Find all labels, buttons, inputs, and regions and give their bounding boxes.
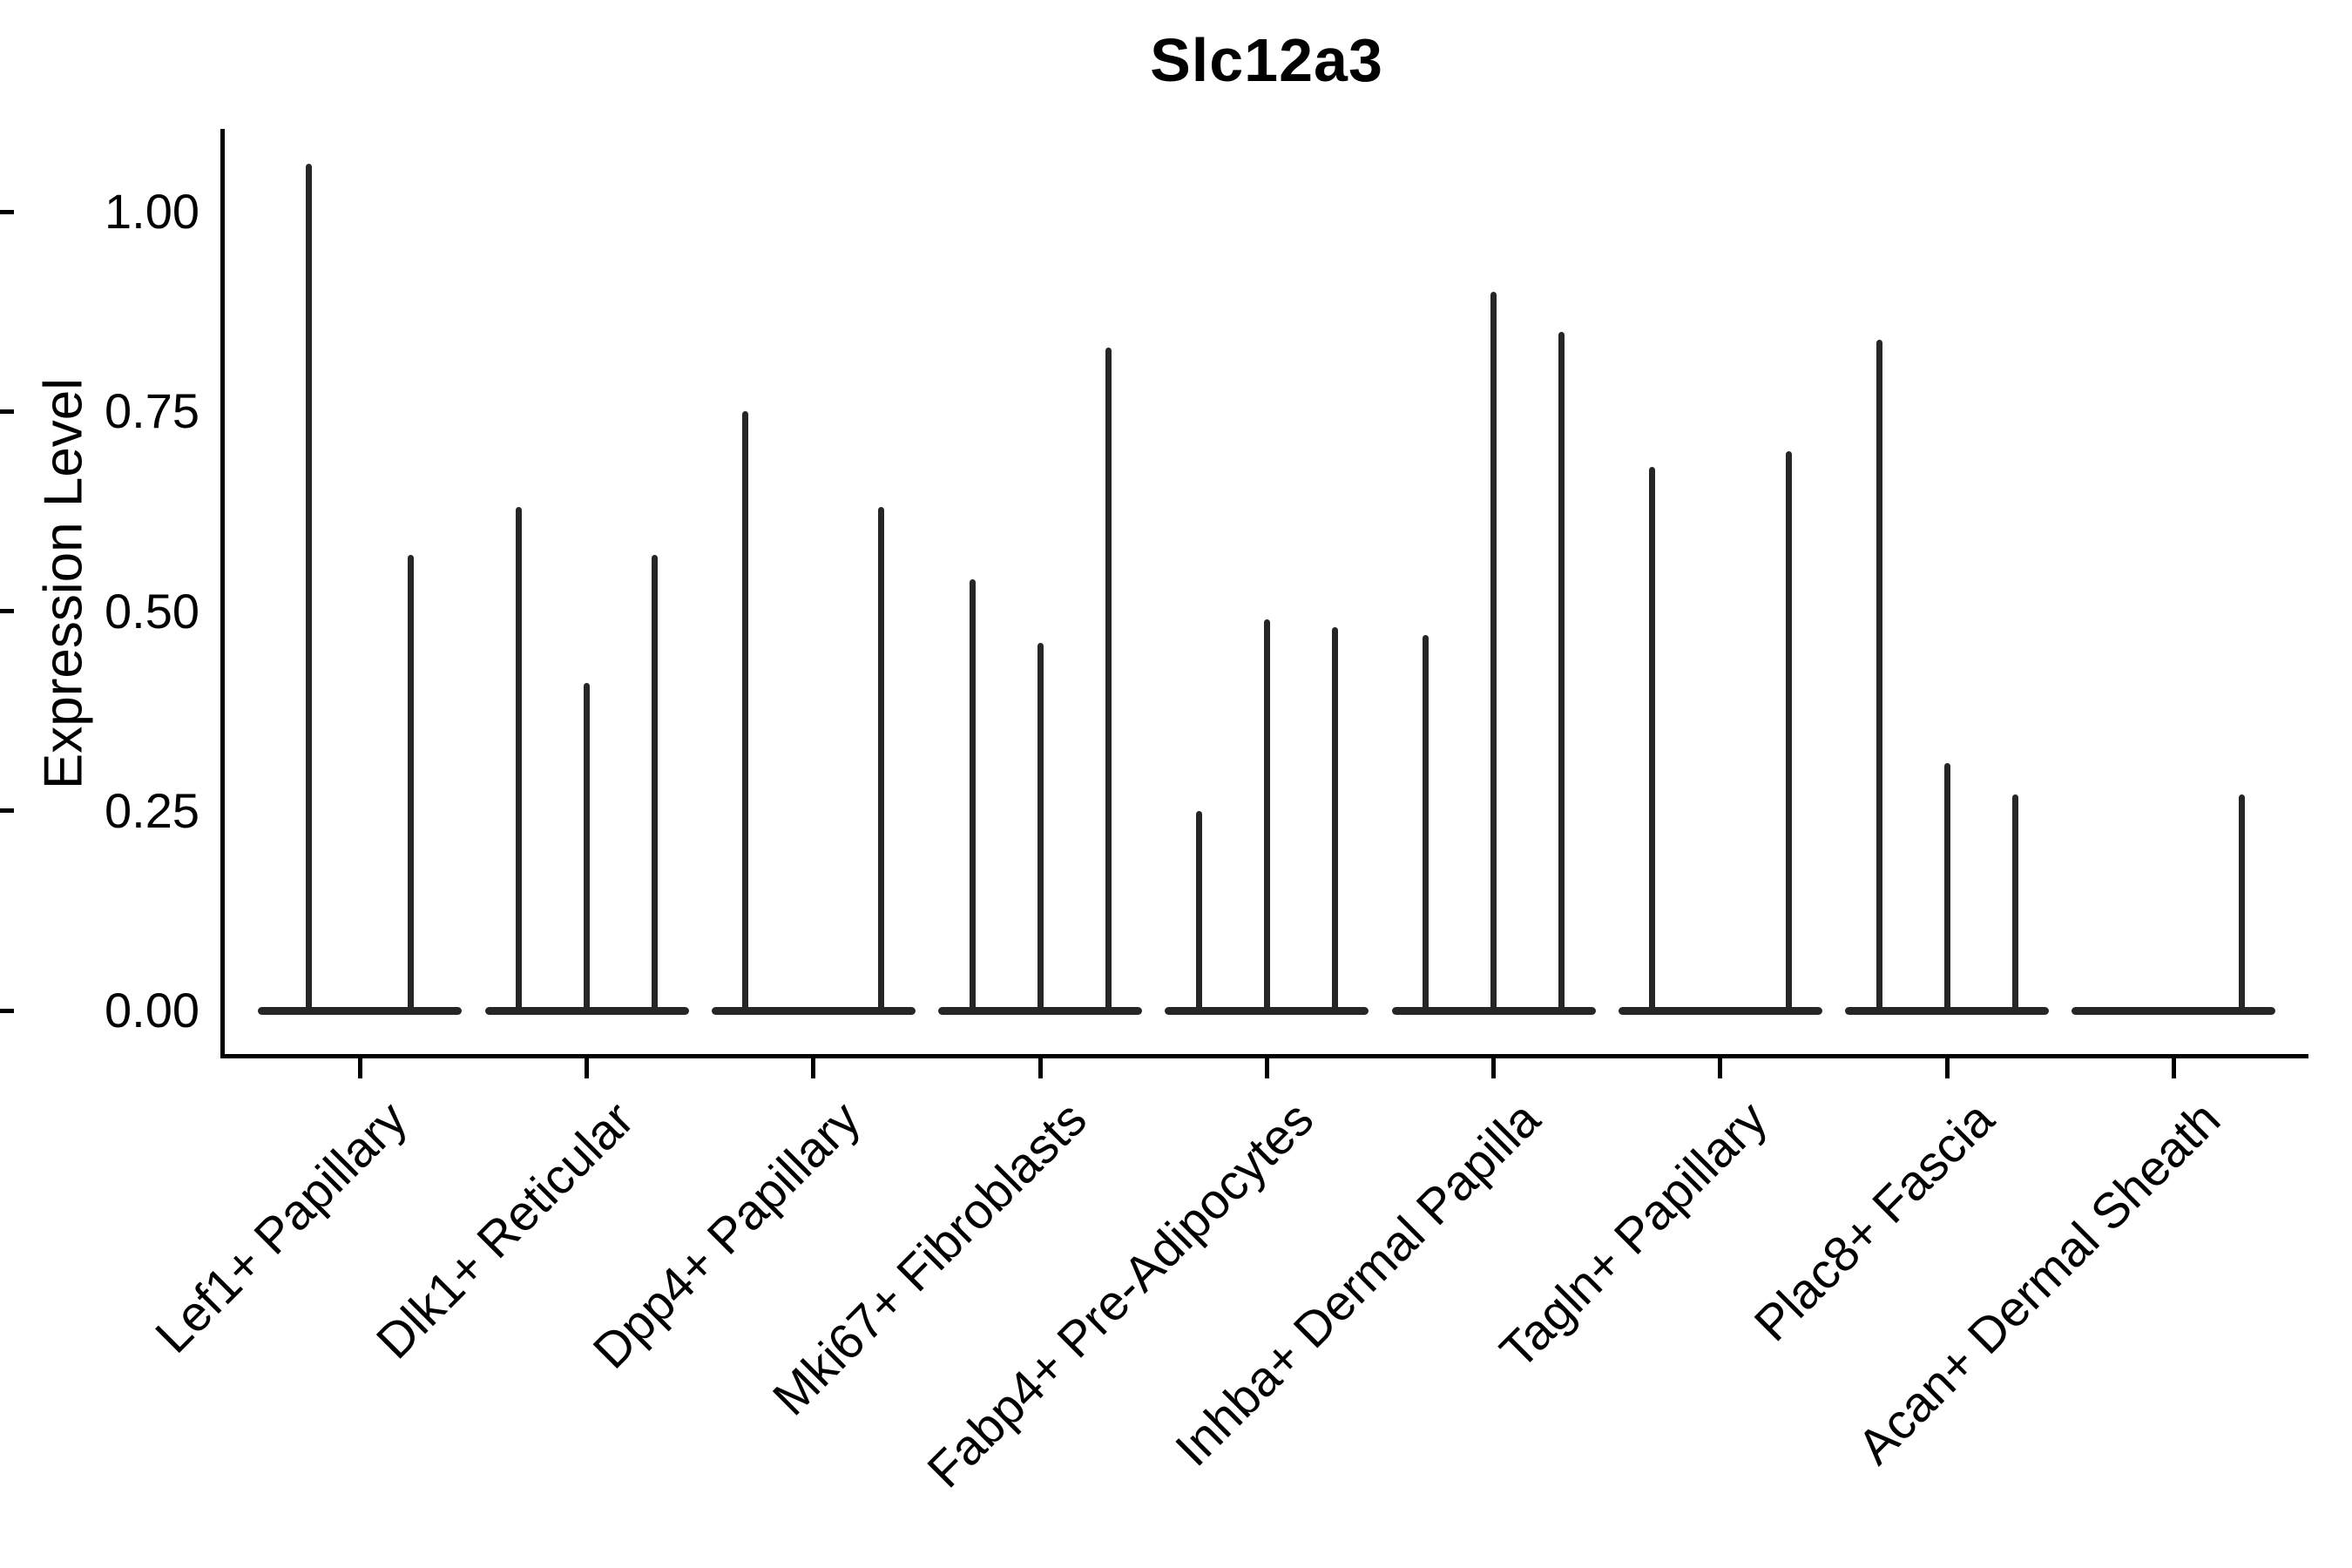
violin-spike (1943, 762, 1950, 1015)
x-tick-label: Fabp4+ Pre-Adipocytes (916, 1091, 1325, 1499)
violin-spike (1195, 810, 1202, 1015)
violin-baseline (711, 1006, 916, 1015)
violin-spike (652, 555, 659, 1015)
y-tick-label: 1.00 (105, 184, 199, 239)
violin-spike (1558, 331, 1565, 1015)
y-tick-label: 0.25 (105, 782, 199, 838)
violin-spike (1490, 291, 1497, 1015)
x-tick-label: Plac8+ Fascia (1743, 1091, 2005, 1353)
violin-spike (1105, 347, 1112, 1015)
y-tick-mark (0, 808, 14, 814)
violin-spike (1785, 451, 1792, 1015)
violin-spike (2239, 794, 2246, 1015)
y-tick-label: 0.75 (105, 383, 199, 439)
y-tick-label: 0.00 (105, 983, 199, 1037)
violin-spike (1263, 618, 1270, 1015)
violin-spike (516, 507, 523, 1015)
x-axis-spine (220, 1054, 2308, 1058)
violin-spike (1649, 467, 1656, 1015)
violin-spike (306, 163, 313, 1015)
x-tick-mark (1718, 1058, 1723, 1078)
y-axis-spine (220, 129, 225, 1058)
violin-baseline (1618, 1006, 1822, 1015)
x-tick-mark (1264, 1058, 1269, 1078)
violin-spike (1423, 635, 1429, 1015)
violin-spike (1332, 626, 1339, 1015)
violin-spike (969, 578, 976, 1015)
violin-baseline (258, 1006, 463, 1015)
x-tick-mark (585, 1058, 590, 1078)
x-tick-label: Inhba+ Dermal Papilla (1165, 1091, 1551, 1477)
violin-spike (584, 683, 591, 1015)
y-tick-mark (0, 409, 14, 414)
violin-spike (1037, 643, 1044, 1015)
x-tick-mark (1944, 1058, 1950, 1078)
y-tick-mark (0, 209, 14, 214)
x-tick-mark (1037, 1058, 1043, 1078)
violin-spike (2011, 794, 2018, 1015)
violin-spike (742, 411, 749, 1015)
violin-spike (1876, 339, 1882, 1015)
y-axis-title: Expression Level (33, 377, 94, 790)
x-tick-mark (811, 1058, 816, 1078)
y-tick-mark (0, 1008, 14, 1013)
x-tick-mark (1491, 1058, 1497, 1078)
x-tick-mark (357, 1058, 362, 1078)
violin-spike (408, 555, 415, 1015)
violin-spike (878, 507, 885, 1015)
chart-title: Slc12a3 (1150, 26, 1383, 94)
violin-baseline (2072, 1006, 2276, 1015)
x-tick-mark (2171, 1058, 2176, 1078)
y-tick-label: 0.50 (105, 583, 199, 639)
y-tick-mark (0, 609, 14, 613)
